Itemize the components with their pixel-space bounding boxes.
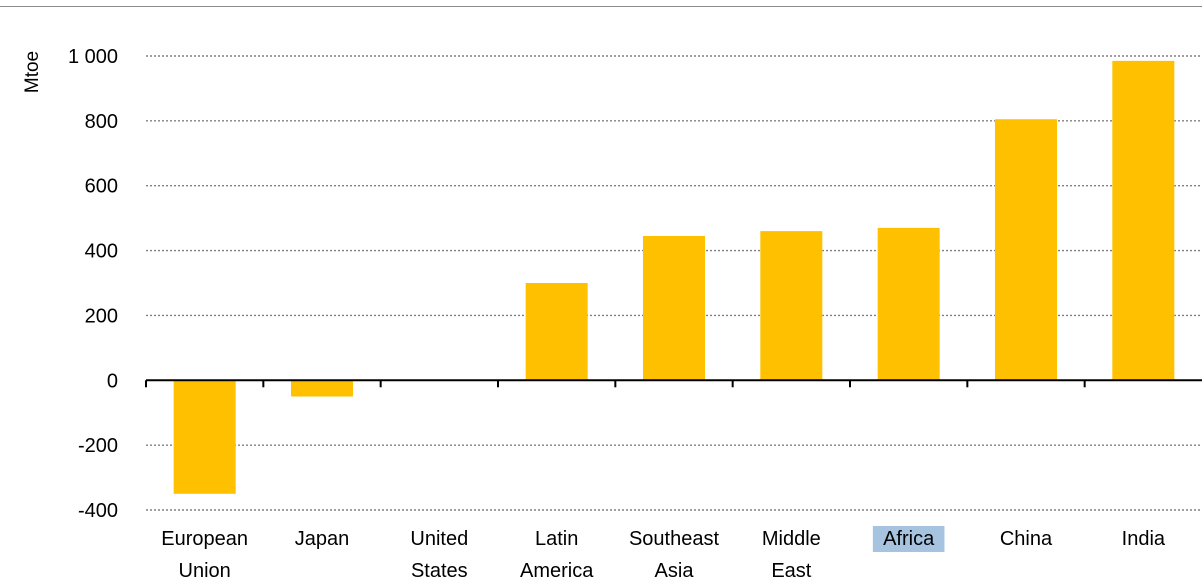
axis <box>145 379 1202 388</box>
bar <box>173 380 236 494</box>
category-labels: European Union Japan United States Latin Ameri… <box>161 526 1166 582</box>
bar <box>291 380 353 397</box>
bar <box>643 235 705 381</box>
category-label: European <box>161 528 248 550</box>
category-label: Latin <box>535 528 578 550</box>
category-label: Southeast <box>629 528 720 550</box>
category-label: China <box>1000 528 1053 550</box>
category-label: United <box>410 528 468 550</box>
y-tick-label: 0 <box>107 370 118 392</box>
bar <box>877 227 940 381</box>
y-tick-labels: 1 000 800 600 400 200 0 -200 -400 <box>68 46 118 522</box>
y-tick-label: 400 <box>85 241 118 263</box>
bar <box>525 283 588 381</box>
category-label: India <box>1122 528 1166 550</box>
y-tick-label: 800 <box>85 111 118 133</box>
y-axis-title: Mtoe <box>22 51 43 93</box>
category-label: America <box>520 560 594 582</box>
y-tick-label: 200 <box>85 305 118 327</box>
y-tick-label: -400 <box>78 500 118 522</box>
category-label: Middle <box>762 528 821 550</box>
category-label: East <box>771 560 811 582</box>
bars <box>173 60 1175 494</box>
category-label: Union <box>179 560 231 582</box>
bar <box>1112 60 1175 381</box>
bar <box>995 119 1057 381</box>
category-label: States <box>411 560 468 582</box>
top-rule <box>0 6 1202 7</box>
category-label: Asia <box>655 560 695 582</box>
y-tick-label: 600 <box>85 176 118 198</box>
y-tick-label: -200 <box>78 435 118 457</box>
category-label: Japan <box>295 528 350 550</box>
category-label: Africa <box>883 528 935 550</box>
selection-highlight <box>872 526 945 552</box>
y-tick-label: 1 000 <box>68 46 118 68</box>
bar <box>760 231 823 381</box>
